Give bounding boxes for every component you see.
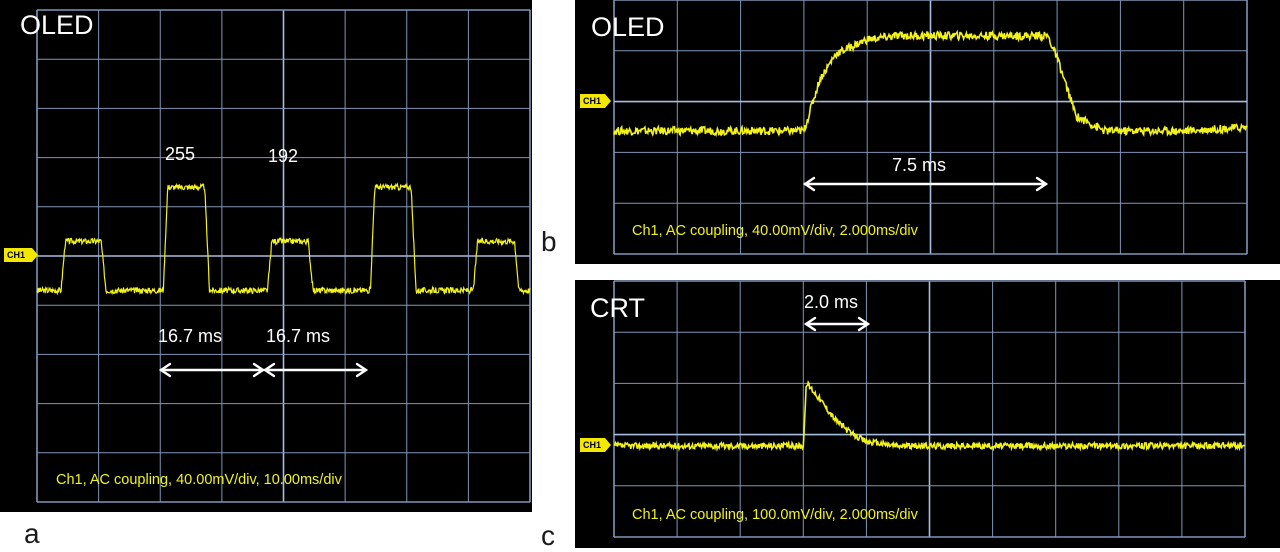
- panel-a-settings: Ch1, AC coupling, 40.00mV/div, 10.00ms/d…: [56, 472, 342, 488]
- panel-label-b: b: [541, 226, 557, 257]
- level-label-255: 255: [165, 144, 196, 164]
- panel-a-title: OLED: [20, 10, 94, 40]
- double-arrow-icon: [262, 362, 369, 378]
- channel-marker-a: CH1: [4, 248, 38, 262]
- scope-grid-a: [36, 9, 531, 503]
- double-arrow-icon: [803, 316, 871, 332]
- interval-label-c: 2.0 ms: [804, 292, 859, 312]
- panel-c-title: CRT: [590, 293, 646, 323]
- waveform-trace: [36, 181, 531, 296]
- interval-label-2: 16.7 ms: [266, 326, 331, 346]
- panel-b-title: OLED: [591, 12, 665, 42]
- scope-grid-c: [613, 280, 1246, 538]
- waveform-trace: [613, 380, 1246, 452]
- channel-marker-c: CH1: [580, 438, 611, 452]
- scope-panel-a: OLED CH1 255 192 16.7 ms 16.7 ms Ch1, AC…: [0, 0, 532, 512]
- scope-panel-c: CRT CH1 2.0 ms Ch1, AC coupling, 100.0mV…: [575, 280, 1280, 548]
- interval-label-1: 16.7 ms: [158, 326, 223, 346]
- level-label-192: 192: [268, 146, 299, 166]
- interval-label-b: 7.5 ms: [892, 155, 947, 175]
- double-arrow-icon: [802, 176, 1049, 192]
- double-arrow-icon: [158, 362, 266, 378]
- panel-label-c: c: [541, 520, 555, 551]
- scope-panel-b: OLED CH1 7.5 ms Ch1, AC coupling, 40.00m…: [575, 0, 1280, 264]
- panel-c-settings: Ch1, AC coupling, 100.0mV/div, 2.000ms/d…: [632, 507, 918, 523]
- panel-b-settings: Ch1, AC coupling, 40.00mV/div, 2.000ms/d…: [632, 223, 918, 239]
- panel-label-a: a: [24, 518, 40, 549]
- waveform-trace: [613, 29, 1248, 138]
- channel-marker-b: CH1: [580, 94, 611, 108]
- scope-grid-b: [613, 0, 1248, 255]
